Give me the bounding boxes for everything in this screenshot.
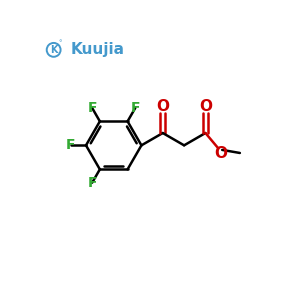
Text: F: F (87, 176, 97, 190)
Text: K: K (50, 45, 57, 55)
Text: F: F (66, 138, 75, 152)
Text: F: F (87, 101, 97, 115)
Text: Kuujia: Kuujia (70, 42, 124, 57)
Text: F: F (130, 101, 140, 115)
Text: °: ° (59, 40, 62, 46)
Text: O: O (214, 146, 227, 161)
Text: O: O (156, 99, 169, 114)
Text: O: O (199, 99, 212, 114)
